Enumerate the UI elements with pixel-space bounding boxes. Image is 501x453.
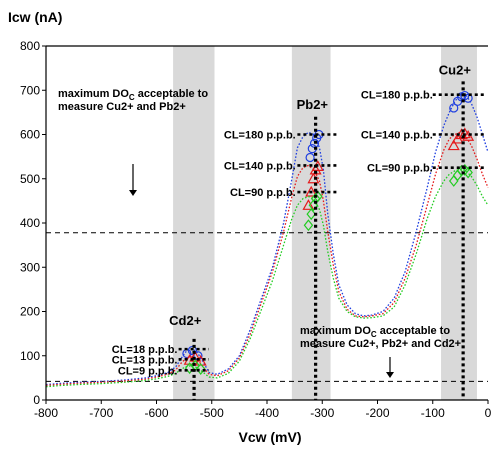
threshold-note-1-line1: maximum DOC acceptable to [300,325,450,339]
threshold-arrow-0-head [129,190,137,196]
series-0-marker-3 [305,152,315,163]
threshold-note-1-prefix: maximum DO [300,325,371,337]
series-2-marker-4 [306,208,316,221]
y-tick-label-8: 800 [20,39,40,53]
x-tick-label-3: -500 [200,406,224,420]
peak-title-1: Pb2+ [297,97,329,112]
y-tick-label-6: 600 [20,128,40,142]
y-tick-label-4: 400 [20,216,40,230]
series-line-2 [45,168,489,388]
x-tick-label-4: -400 [255,406,279,420]
level-dotted-lines [178,93,486,372]
y-tick-label-2: 200 [20,305,40,319]
series-0-marker-1 [187,345,198,356]
threshold-note-0-sub: C [129,93,135,102]
threshold-note-1-sub: C [371,330,377,339]
cl-label-cu-1: CL=140 p.p.b. [361,130,433,142]
threshold-note-0-line2: measure Cu2+ and Pb2+ [58,101,186,113]
threshold-note-0-prefix: maximum DO [58,88,129,100]
threshold-note-1-line2: measure Cu2+, Pb2+ and Cd2+ [300,338,461,350]
threshold-note-0-rest: acceptable to [135,88,209,100]
x-tick-label-5: -300 [310,406,334,420]
cl-label-pb-2: CL=90 p.p.b. [230,187,296,199]
cl-label-cd-2: CL=9 p.p.b. [118,365,178,377]
cl-label-cu-0: CL=180 p.p.b. [361,90,433,102]
peak-title-2: Cu2+ [439,62,472,77]
peak-title-0: Cd2+ [169,313,202,328]
cl-label-pb-0: CL=180 p.p.b. [224,130,296,142]
series-2-marker-2 [195,363,206,375]
series-0-marker-12 [463,93,473,103]
y-axis-label: Icw (nA) [8,9,62,25]
series-1-marker-8 [447,139,460,151]
x-tick-label-6: -200 [365,406,389,420]
series-line-1 [45,131,489,387]
threshold-arrow-1-head [386,372,394,378]
series-2-marker-10 [456,164,467,177]
series-1-marker-3 [302,199,315,210]
threshold-note-1-rest: acceptable to [377,325,451,337]
x-tick-label-8: 0 [485,406,492,420]
threshold-note-0-line1: maximum DOC acceptable to [58,88,208,102]
cl-label-pb-1: CL=140 p.p.b. [224,160,296,172]
series-1-marker-4 [305,185,318,197]
threshold-lines [46,232,488,382]
x-tick-label-1: -700 [89,406,113,420]
x-tick-label-0: -800 [34,406,58,420]
y-tick-label-3: 300 [20,260,40,274]
series-2-marker-7 [313,190,323,203]
peak-vertical-lines [192,81,465,400]
y-tick-label-1: 100 [20,349,40,363]
y-tick-label-0: 0 [33,393,40,407]
cl-label-cd-1: CL=13 p.p.b. [112,354,178,366]
axes: 0 100 200 300 400 500 600 700 800 -800 -700 -600 -50… [20,39,492,420]
x-axis-label: Vcw (mV) [238,429,301,445]
series-2-marker-12 [463,166,473,179]
y-tick-label-5: 500 [20,172,40,186]
series-2-marker-3 [303,219,314,232]
cl-label-cd-0: CL=18 p.p.b. [112,344,178,356]
series-0-marker-8 [449,103,459,113]
y-tick-label-7: 700 [20,83,40,97]
x-tick-label-7: -100 [421,406,445,420]
cl-label-cu-2: CL=90 p.p.b. [367,163,433,175]
x-tick-label-2: -600 [144,406,168,420]
annotation-labels: CL=18 p.p.b.CL=13 p.p.b.CL=9 p.p.b. CL=18… [58,62,471,378]
